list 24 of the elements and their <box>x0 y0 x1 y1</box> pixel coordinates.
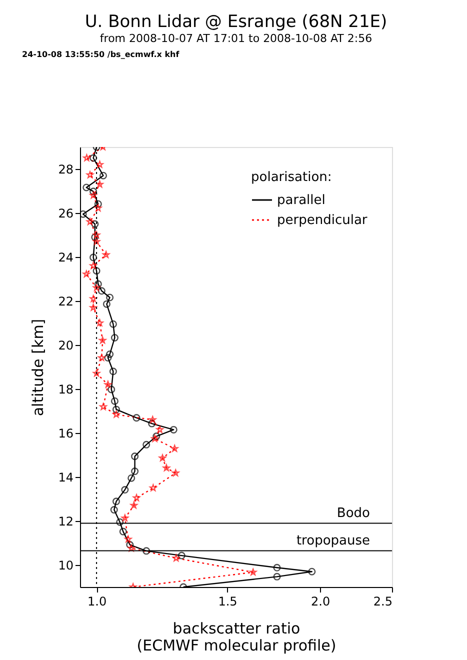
y-tick-label: 10 <box>58 558 74 572</box>
ref-line-label: Bodo <box>336 506 370 522</box>
y-tick-label: 26 <box>58 206 74 220</box>
y-axis-title: altitude [km] <box>29 318 48 416</box>
y-tick-label: 12 <box>58 514 74 528</box>
legend-title: polarisation: <box>251 170 332 185</box>
y-tick-label: 18 <box>58 382 74 396</box>
x-axis-title: backscatter ratio (ECMWF molecular profile) <box>136 620 336 654</box>
chart-title: U. Bonn Lidar @ Esrange (68N 21E) <box>84 12 388 32</box>
text: 24-10-08 13:55:50 /bs_ecmwf.x khf <box>22 50 180 59</box>
y-tick-label: 16 <box>58 426 74 440</box>
x-tick-label: 2.0 <box>311 594 330 608</box>
y-tick-label: 24 <box>58 250 74 264</box>
legend-label: parallel <box>277 193 326 208</box>
y-tick-label: 14 <box>58 470 74 484</box>
y-tick-label: 28 <box>58 162 74 176</box>
x-tick-label: 1.5 <box>218 594 238 608</box>
y-tick-label: 22 <box>58 294 74 308</box>
legend-label: perpendicular <box>277 213 368 228</box>
chart-subtitle: from 2008-10-07 AT 17:01 to 2008-10-08 AT 2:56 <box>100 32 372 45</box>
ref-line-label: tropopause <box>296 534 370 549</box>
x-tick-label: 1.0 <box>87 594 107 608</box>
x-tick-label: 2.5 <box>373 594 392 608</box>
y-tick-label: 20 <box>58 338 74 352</box>
